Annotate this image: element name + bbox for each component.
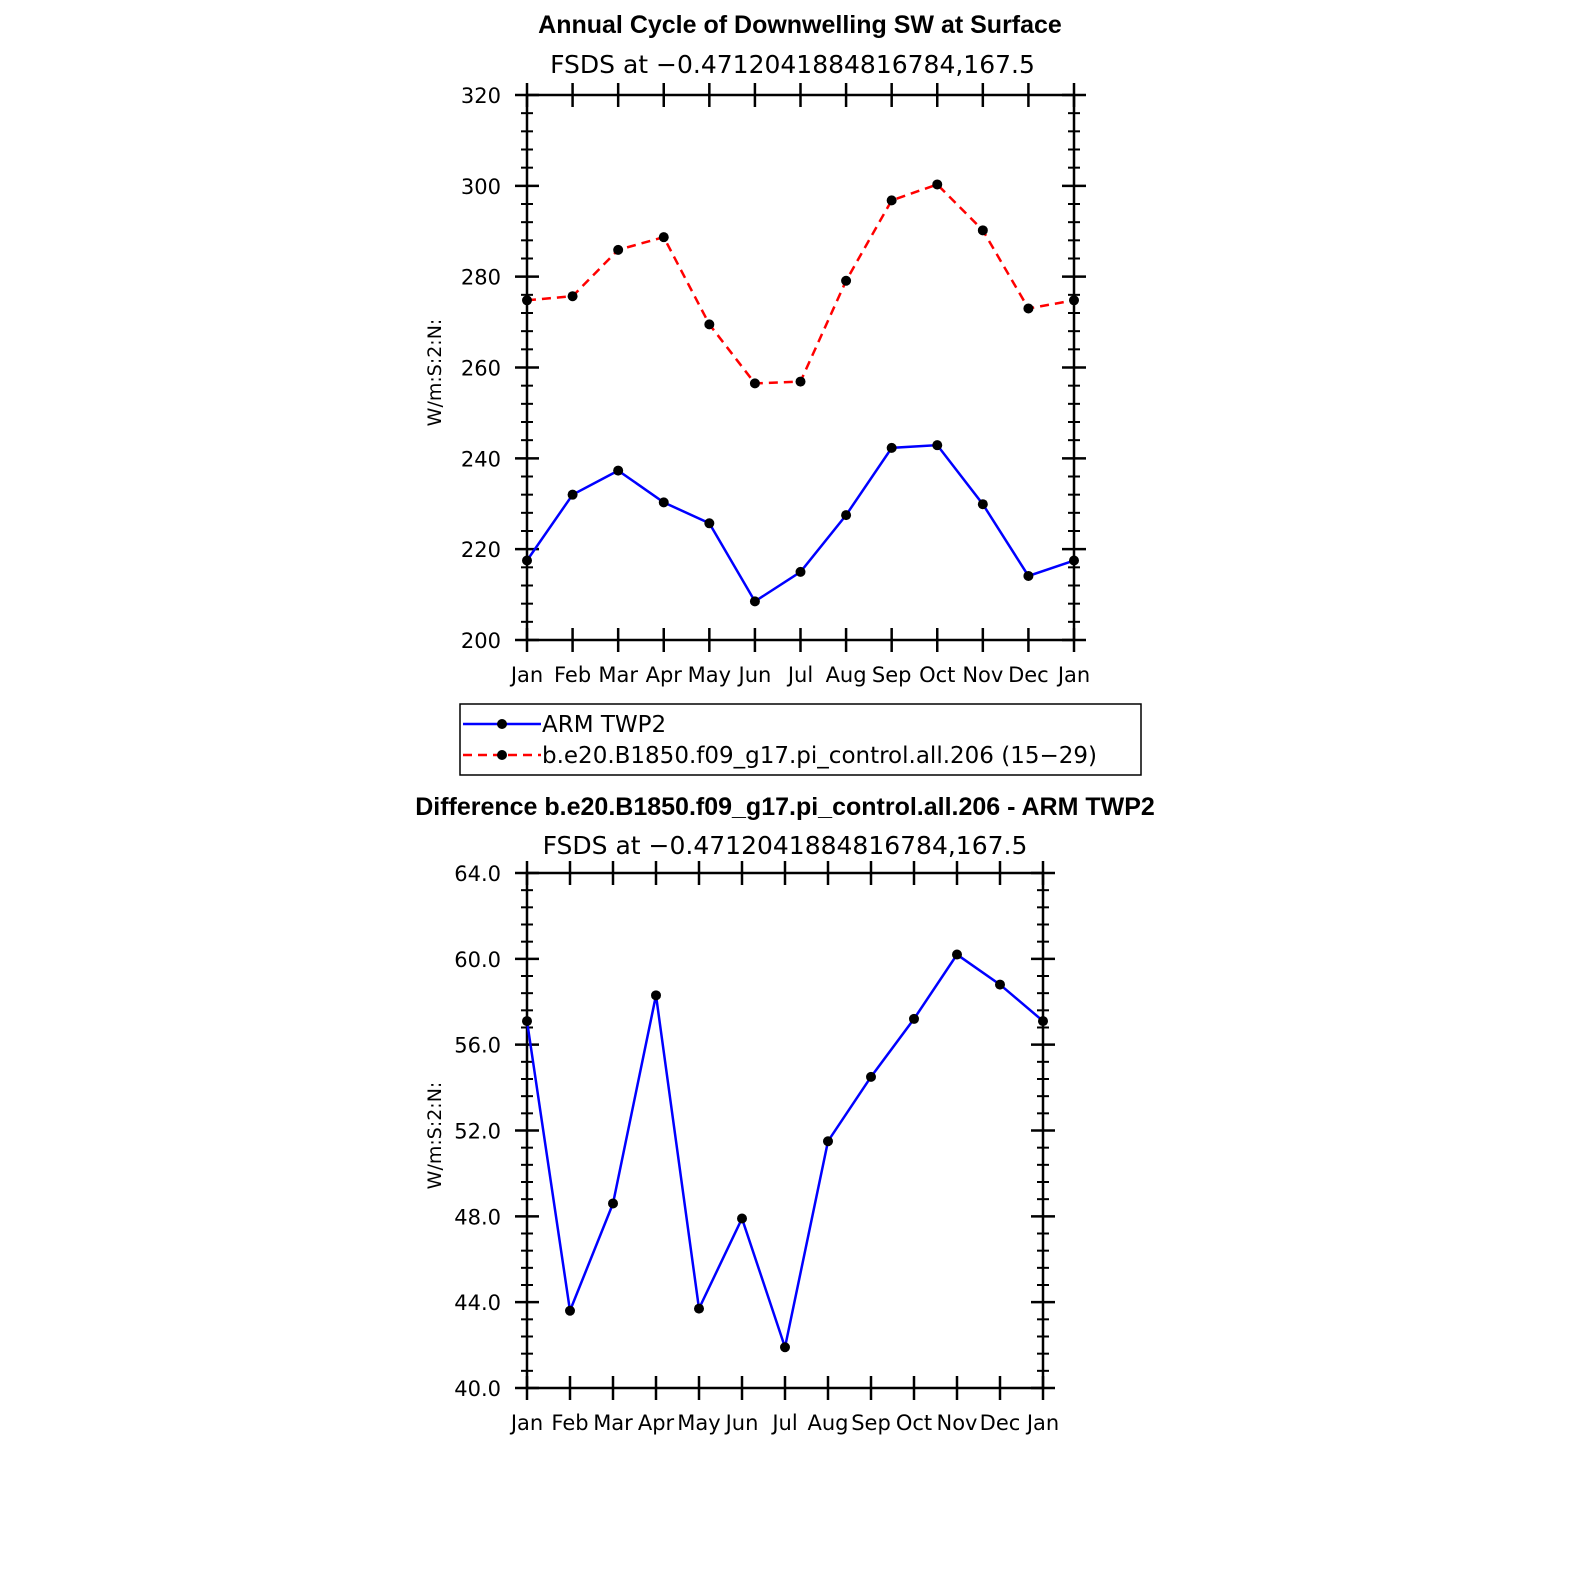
legend-marker (497, 719, 507, 729)
data-point (651, 990, 661, 1001)
x-tick-label: May (677, 1411, 720, 1435)
y-tick-label: 280 (461, 266, 501, 290)
plot-frame (525, 93, 1076, 642)
y-tick-label: 44.0 (454, 1291, 501, 1315)
data-point (952, 949, 962, 960)
legend-box (459, 703, 1142, 776)
y-tick-label: 64.0 (454, 862, 501, 886)
legend-label-1: b.e20.B1850.f09_g17.pi_control.all.206 (… (542, 743, 1097, 769)
y-tick-label: 320 (461, 84, 501, 108)
annual-cycle-chart: Annual Cycle of Downwelling SW at Surfac… (424, 11, 1090, 687)
legend-marker (497, 750, 507, 760)
data-point (567, 291, 578, 302)
x-tick-label: Dec (1008, 663, 1049, 687)
y-axis-label: W/m:S:2:N: (424, 319, 446, 427)
data-point (866, 1071, 876, 1082)
data-point (977, 499, 988, 510)
x-tick-label: Feb (551, 1411, 588, 1435)
x-tick-label: Nov (937, 1411, 978, 1435)
data-point (1069, 295, 1079, 306)
data-point (737, 1213, 747, 1224)
y-tick-label: 60.0 (454, 948, 501, 972)
chart-subtitle: FSDS at −0.4712041884816784,167.5 (550, 50, 1035, 79)
data-point (522, 555, 532, 566)
data-point (704, 319, 715, 330)
data-point (613, 465, 624, 476)
chart-title: Annual Cycle of Downwelling SW at Surfac… (538, 11, 1062, 39)
data-point (795, 566, 806, 577)
series-line-0 (525, 952, 1044, 1353)
y-tick-label: 56.0 (454, 1034, 501, 1058)
data-point (565, 1305, 575, 1316)
x-tick-label: Sep (872, 663, 912, 687)
data-point (886, 442, 897, 453)
y-tick-label: 260 (461, 357, 501, 381)
data-point (1038, 1016, 1048, 1027)
x-tick-label: Oct (919, 663, 955, 687)
data-point (567, 489, 578, 500)
data-point (995, 979, 1005, 990)
data-point (977, 225, 988, 236)
data-point (749, 596, 760, 607)
data-point (795, 376, 806, 387)
x-tick-label: Aug (807, 1411, 848, 1435)
x-tick-label: May (688, 663, 731, 687)
data-point (932, 179, 943, 190)
x-tick-label: Oct (896, 1411, 932, 1435)
data-point (1023, 303, 1034, 314)
data-point (522, 1016, 532, 1027)
x-tick-label: Nov (962, 663, 1003, 687)
y-tick-label: 300 (461, 175, 501, 199)
data-point (694, 1303, 704, 1314)
y-axis-label: W/m:S:2:N: (424, 1082, 446, 1190)
data-point (1023, 570, 1034, 581)
x-tick-label: Jan (1025, 1411, 1059, 1435)
data-point (841, 275, 852, 286)
x-tick-label: Jun (737, 663, 772, 687)
x-tick-label: Feb (554, 663, 591, 687)
series-line-1 (526, 183, 1075, 385)
series-line-0 (525, 443, 1075, 604)
legend-label-0: ARM TWP2 (542, 712, 666, 738)
x-tick-label: Jul (770, 1411, 797, 1435)
x-tick-label: Jan (509, 1411, 543, 1435)
legend: ARM TWP2 b.e20.B1850.f09_g17.pi_control.a… (459, 703, 1142, 776)
x-tick-label: Jan (1056, 663, 1090, 687)
data-point (658, 497, 669, 508)
x-tick-label: Sep (851, 1411, 891, 1435)
data-point (909, 1013, 919, 1024)
x-tick-label: Jan (509, 663, 543, 687)
data-point (613, 244, 624, 255)
x-tick-label: Apr (646, 663, 683, 687)
data-point (704, 518, 715, 529)
chart-title: Difference b.e20.B1850.f09_g17.pi_contro… (415, 793, 1155, 821)
chart-subtitle: FSDS at −0.4712041884816784,167.5 (543, 831, 1028, 860)
data-point (1069, 555, 1079, 566)
x-tick-label: Aug (826, 663, 867, 687)
y-tick-label: 240 (461, 447, 501, 471)
y-tick-label: 200 (461, 629, 501, 653)
data-point (823, 1136, 833, 1147)
data-point (522, 295, 532, 306)
data-point (608, 1198, 618, 1209)
data-point (749, 378, 760, 389)
x-tick-label: Mar (598, 663, 638, 687)
data-point (841, 510, 852, 521)
data-point (780, 1342, 790, 1353)
difference-chart: Difference b.e20.B1850.f09_g17.pi_contro… (415, 793, 1155, 1435)
data-point (658, 232, 669, 243)
y-tick-label: 220 (461, 538, 501, 562)
data-point (886, 195, 897, 206)
data-point (932, 440, 943, 451)
plot-frame (525, 871, 1045, 1390)
y-tick-label: 52.0 (454, 1120, 501, 1144)
x-tick-label: Jun (724, 1411, 759, 1435)
x-tick-label: Dec (980, 1411, 1021, 1435)
y-tick-label: 48.0 (454, 1205, 501, 1229)
y-tick-label: 40.0 (454, 1377, 501, 1401)
x-tick-label: Jul (786, 663, 813, 687)
x-tick-label: Mar (593, 1411, 633, 1435)
x-tick-label: Apr (638, 1411, 675, 1435)
